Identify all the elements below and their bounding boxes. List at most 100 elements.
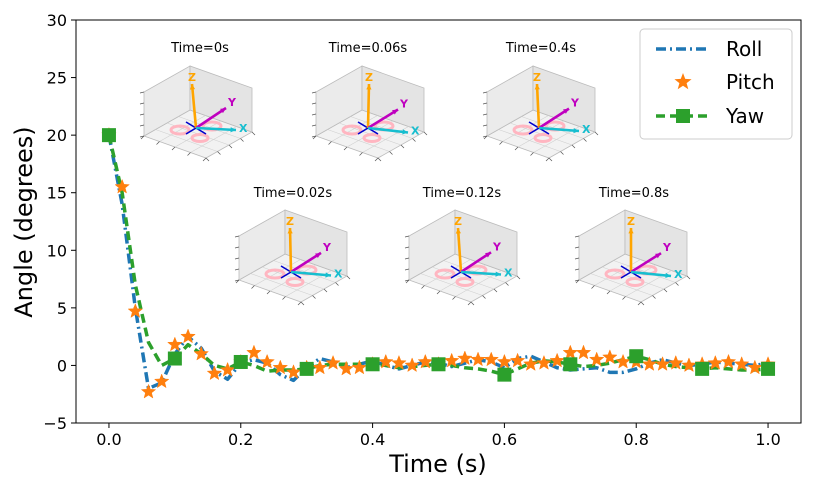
pitch-point bbox=[575, 344, 592, 360]
attitude-inset: Time=0s Z YX bbox=[139, 41, 256, 162]
inset-x-axis bbox=[460, 270, 502, 276]
inset-x-axis-head bbox=[402, 129, 408, 135]
inset-tick bbox=[574, 246, 580, 249]
inset-y-label: Y bbox=[322, 241, 332, 254]
attitude-inset: Time=0.06s Z Y X bbox=[311, 41, 428, 162]
yaw-point bbox=[563, 357, 578, 372]
inset-tick bbox=[389, 151, 393, 155]
inset-tick bbox=[482, 124, 488, 127]
inset-tick bbox=[139, 91, 145, 94]
inset-tick bbox=[139, 102, 145, 105]
pitch-point bbox=[167, 336, 183, 352]
inset-tick bbox=[482, 102, 488, 105]
inset-tick bbox=[606, 290, 611, 295]
inset-tick bbox=[675, 282, 679, 286]
inset-z-axis-head bbox=[628, 228, 634, 234]
inset-tick bbox=[335, 282, 339, 286]
y-axis-label: Angle (degrees) bbox=[10, 126, 38, 317]
inset-tick bbox=[297, 301, 302, 306]
inset-x-label: X bbox=[674, 268, 683, 281]
plot-frame bbox=[75, 19, 802, 424]
pitch-point bbox=[272, 359, 289, 375]
inset-tick bbox=[483, 135, 488, 140]
inset-tick bbox=[574, 268, 580, 271]
inset-y-axis-head bbox=[485, 252, 491, 258]
pitch-point bbox=[127, 303, 144, 318]
pitch-point bbox=[338, 360, 355, 376]
legend-pitch-label: Pitch bbox=[726, 70, 775, 94]
inset-y-axis bbox=[367, 108, 399, 130]
inset-rotor bbox=[512, 124, 534, 136]
inset-tick bbox=[359, 152, 363, 156]
inset-rotor bbox=[264, 268, 286, 280]
pitch-point bbox=[641, 356, 658, 371]
pitch-point bbox=[443, 352, 460, 368]
inset-tick bbox=[574, 279, 580, 282]
y-tick-label: 0 bbox=[57, 356, 67, 375]
inset-tick bbox=[423, 131, 428, 136]
inset-tick bbox=[404, 279, 410, 282]
inset-x-label: X bbox=[334, 268, 343, 281]
inset-tick bbox=[594, 131, 599, 136]
inset-z-axis bbox=[288, 227, 293, 273]
inset-x-label: X bbox=[582, 123, 591, 136]
inset-rotor bbox=[190, 133, 210, 143]
x-axis-label: Time (s) bbox=[388, 450, 487, 478]
inset-x-axis-head bbox=[573, 127, 579, 134]
inset-tick bbox=[156, 141, 160, 145]
inset-x-axis bbox=[367, 126, 409, 134]
inset-z-axis-head bbox=[534, 84, 540, 90]
inset-z-label: Z bbox=[454, 215, 462, 228]
pitch-point bbox=[417, 353, 434, 369]
inset-y-label: Y bbox=[227, 96, 237, 109]
inset-tick bbox=[311, 124, 317, 127]
yaw-point bbox=[101, 128, 116, 143]
inset-tick bbox=[421, 285, 425, 289]
inset-tick bbox=[405, 279, 410, 284]
inset-tick bbox=[530, 152, 534, 156]
inset-tick bbox=[404, 257, 410, 260]
pitch-point bbox=[602, 349, 618, 365]
inset-rotor bbox=[169, 124, 191, 136]
yaw-point bbox=[299, 361, 314, 376]
inset-z-axis-head bbox=[189, 84, 196, 90]
inset-y-axis bbox=[195, 106, 227, 130]
y-tick-label: 10 bbox=[47, 241, 67, 260]
inset-tick bbox=[470, 301, 475, 306]
inset-tick bbox=[300, 301, 305, 306]
pitch-point bbox=[153, 373, 170, 389]
x-tick-label: 0.0 bbox=[96, 430, 121, 449]
inset-y-axis-head bbox=[315, 252, 321, 259]
inset-tick bbox=[266, 290, 271, 295]
inset-tick bbox=[202, 157, 207, 162]
inset-tick bbox=[311, 113, 317, 116]
inset-y-axis bbox=[460, 251, 492, 274]
pitch-point bbox=[206, 365, 223, 381]
inset-y-axis-head bbox=[392, 109, 398, 115]
inset-tick bbox=[652, 295, 656, 299]
inset-tick bbox=[312, 135, 317, 140]
inset-y-axis bbox=[630, 252, 662, 274]
yaw-point bbox=[497, 367, 512, 382]
attitude-inset: Time=0.4s Z YX bbox=[482, 41, 599, 162]
x-tick-label: 0.6 bbox=[492, 430, 517, 449]
inset-tick bbox=[412, 138, 416, 142]
inset-tick bbox=[505, 282, 509, 286]
inset-tick bbox=[467, 301, 472, 306]
inset-z-label: Z bbox=[365, 71, 373, 84]
pitch-point bbox=[180, 328, 196, 344]
inset-tick bbox=[234, 279, 240, 282]
inset-x-label: X bbox=[504, 267, 513, 280]
pitch-point bbox=[219, 361, 236, 377]
pitch-point bbox=[522, 356, 539, 371]
attitude-inset: Time=0.8s Z Y X bbox=[574, 186, 691, 306]
inset-tick bbox=[228, 144, 233, 149]
inset-tick bbox=[171, 146, 176, 151]
pitch-point bbox=[312, 359, 328, 375]
pitch-point bbox=[391, 354, 407, 370]
y-tick-label: 5 bbox=[57, 299, 67, 318]
inset-tick bbox=[663, 288, 668, 293]
inset-tick bbox=[622, 296, 626, 300]
inset-tick bbox=[560, 151, 564, 155]
inset-tick bbox=[377, 157, 382, 162]
